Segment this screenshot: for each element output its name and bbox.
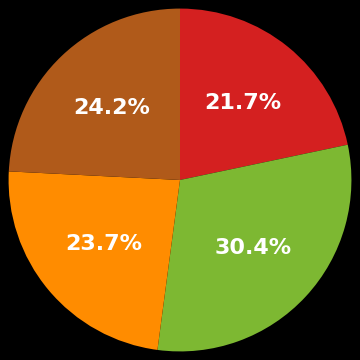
Wedge shape <box>9 171 180 350</box>
Text: 23.7%: 23.7% <box>65 234 142 253</box>
Wedge shape <box>9 9 180 180</box>
Text: 21.7%: 21.7% <box>204 93 281 113</box>
Wedge shape <box>180 9 348 180</box>
Text: 30.4%: 30.4% <box>214 238 292 258</box>
Text: 24.2%: 24.2% <box>73 98 150 118</box>
Wedge shape <box>157 145 351 351</box>
